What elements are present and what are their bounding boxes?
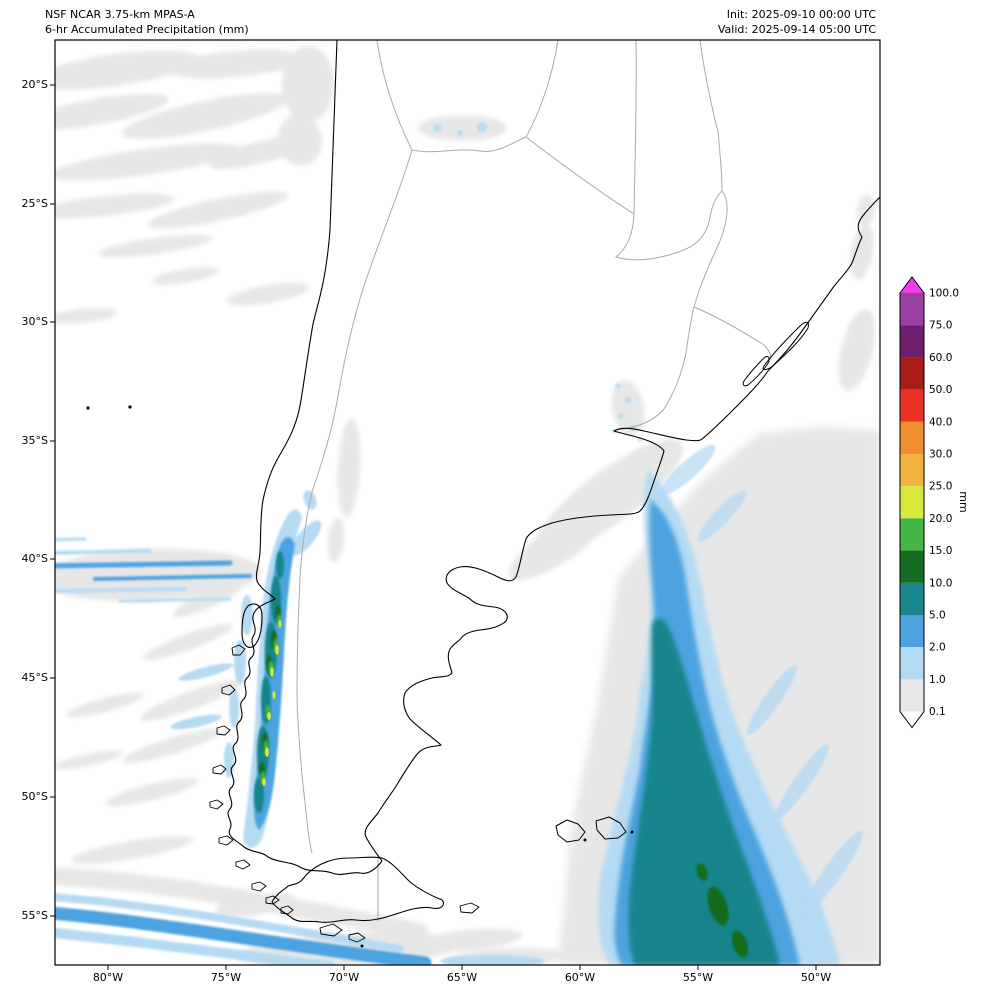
lon-tick-label: 65°W <box>446 971 478 984</box>
coastlines <box>86 40 880 948</box>
lat-tick-label: 30°S <box>21 315 48 328</box>
plot-frame <box>54 39 881 966</box>
svg-text:25.0: 25.0 <box>929 481 952 493</box>
svg-text:40.0: 40.0 <box>929 416 952 428</box>
colorbar-unit-label: mm <box>957 491 970 512</box>
lat-tick-label: 55°S <box>21 909 48 922</box>
svg-text:10.0: 10.0 <box>929 577 952 589</box>
colorbar: 100.0 75.0 60.0 50.0 40.0 30.0 25.0 20.0… <box>899 276 970 729</box>
svg-text:15.0: 15.0 <box>929 545 952 557</box>
colorbar-over-arrow <box>900 277 924 293</box>
svg-text:20.0: 20.0 <box>929 513 952 525</box>
axis-ticks <box>50 84 817 970</box>
lon-tick-label: 55°W <box>682 971 714 984</box>
model-title: NSF NCAR 3.75-km MPAS-A <box>45 8 195 21</box>
svg-text:60.0: 60.0 <box>929 352 952 364</box>
colorbar-segments <box>900 277 924 728</box>
precip-atlantic-band-core <box>628 618 780 965</box>
precip-layer-yellow <box>262 620 282 786</box>
country-borders <box>296 40 771 921</box>
lon-tick-label: 50°W <box>800 971 832 984</box>
svg-text:5.0: 5.0 <box>929 610 946 622</box>
svg-text:2.0: 2.0 <box>929 642 946 654</box>
lat-tick-label: 25°S <box>21 197 48 210</box>
fjord-islands <box>209 644 480 943</box>
colorbar-outline <box>899 276 925 729</box>
colorbar-under-arrow <box>900 711 924 728</box>
svg-text:1.0: 1.0 <box>929 674 946 686</box>
lat-tick-label: 40°S <box>21 552 48 565</box>
lon-tick-label: 60°W <box>564 971 596 984</box>
lon-tick-label: 70°W <box>328 971 360 984</box>
small-island-dots <box>86 405 634 948</box>
lon-tick-label: 75°W <box>210 971 242 984</box>
svg-text:75.0: 75.0 <box>929 320 952 332</box>
lat-tick-label: 20°S <box>21 78 48 91</box>
valid-time-label: Valid: 2025-09-14 05:00 UTC <box>717 23 876 36</box>
mainland-coastline <box>227 40 880 875</box>
colorbar-tick-labels: 100.0 75.0 60.0 50.0 40.0 30.0 25.0 20.0… <box>929 288 959 719</box>
lat-tick-label: 50°S <box>21 790 48 803</box>
coastal-lagoons <box>742 321 809 387</box>
svg-text:100.0: 100.0 <box>929 288 959 300</box>
svg-text:50.0: 50.0 <box>929 384 952 396</box>
lat-tick-label: 45°S <box>21 671 48 684</box>
lon-tick-label: 80°W <box>92 971 124 984</box>
lat-tick-label: 35°S <box>21 434 48 447</box>
svg-text:0.1: 0.1 <box>929 706 946 718</box>
field-title: 6-hr Accumulated Precipitation (mm) <box>45 23 249 36</box>
chiloe-island <box>241 603 263 648</box>
svg-text:30.0: 30.0 <box>929 449 952 461</box>
tierra-del-fuego-island <box>271 856 445 923</box>
init-time-label: Init: 2025-09-10 00:00 UTC <box>726 8 876 21</box>
border-chile-argentina <box>296 149 413 854</box>
falkland-islands <box>555 816 627 843</box>
